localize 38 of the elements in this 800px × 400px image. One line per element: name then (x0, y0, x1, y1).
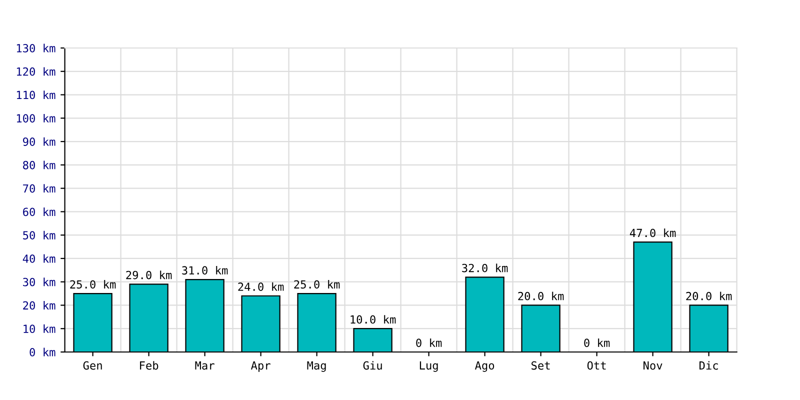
data-label: 20.0 km (518, 292, 564, 300)
y-tick-label: 50 km (23, 230, 56, 240)
y-tick-label: 100 km (16, 114, 56, 123)
x-tick-label: Apr (250, 361, 270, 372)
y-tick-label: 120 km (16, 67, 56, 76)
data-label: 0 km (416, 338, 442, 348)
y-tick-label: 0 km (30, 348, 56, 356)
data-label: 20.0 km (686, 292, 732, 300)
data-label: 24.0 km (238, 282, 284, 291)
data-label: 47.0 km (630, 228, 676, 238)
y-tick-label: 30 km (23, 278, 56, 286)
y-tick-label: 40 km (22, 254, 56, 263)
x-tick-label: Dic (700, 361, 718, 370)
data-label: 25.0 km (294, 280, 340, 289)
x-tick-label: Ago (474, 361, 494, 372)
x-tick-label: Nov (644, 361, 662, 370)
x-tick-label: Feb (140, 361, 158, 370)
y-tick-label: 60 km (23, 208, 56, 216)
x-tick-label: Gen (83, 361, 102, 370)
data-label: 10.0 km (350, 315, 396, 324)
x-tick-label: Giu (363, 361, 382, 370)
data-label: 0 km (584, 338, 610, 348)
y-tick-label: 130 km (16, 44, 56, 52)
y-tick-label: 90 km (23, 137, 56, 146)
x-tick-label: Mar (195, 361, 214, 370)
y-tick-label: 80 km (23, 160, 56, 170)
data-label: 25.0 km (70, 280, 116, 289)
x-tick-label: Ott (587, 361, 606, 370)
data-label: 31.0 km (182, 266, 228, 275)
x-tick-label: Mag (307, 361, 326, 372)
y-tick-label: 20 km (23, 301, 56, 310)
data-label: 29.0 km (126, 270, 172, 280)
y-tick-label: 10 km (24, 324, 56, 334)
data-label: 32.0 km (462, 264, 508, 272)
x-tick-label: Lug (420, 361, 438, 372)
y-tick-label: 110 km (16, 90, 56, 100)
x-tick-label: Set (532, 361, 550, 370)
y-tick-label: 70 km (23, 184, 56, 193)
